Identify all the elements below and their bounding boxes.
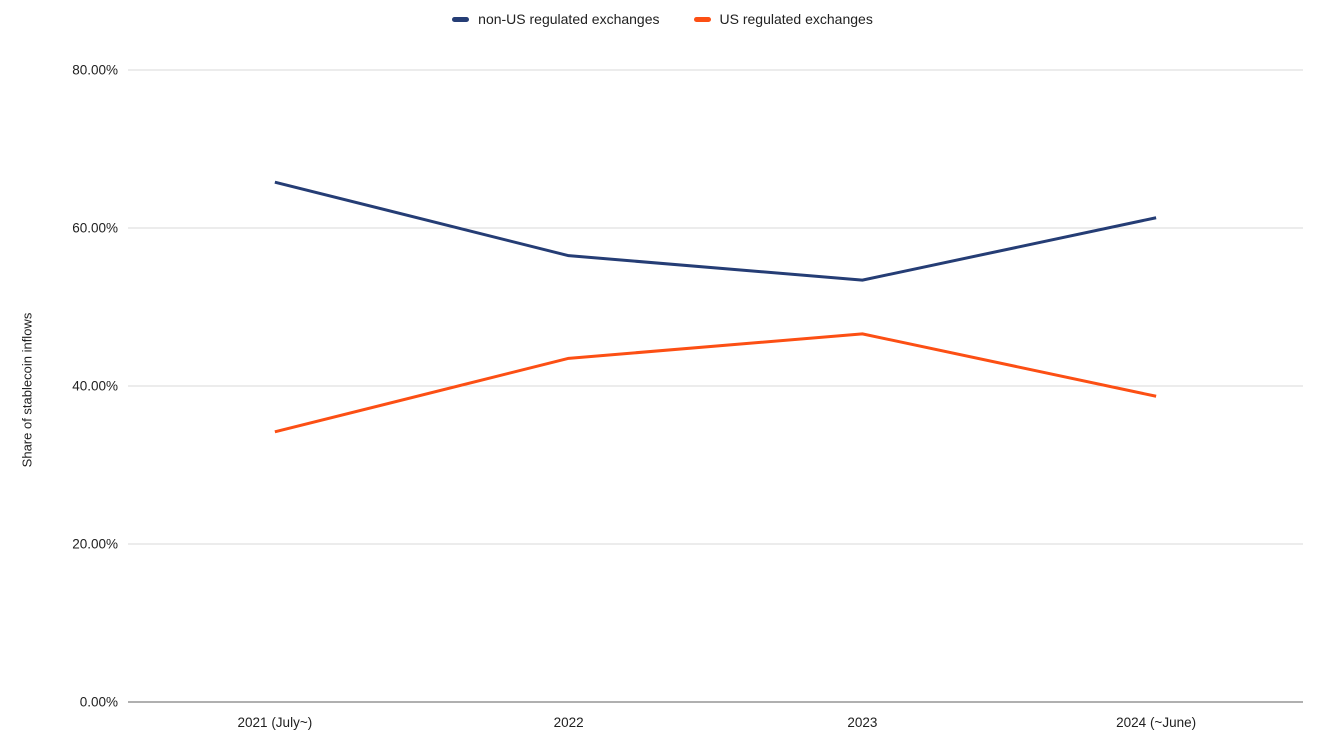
legend-item-us-exchanges[interactable]: US regulated exchanges bbox=[693, 8, 873, 30]
legend-label-us: US regulated exchanges bbox=[719, 11, 873, 27]
x-tick-label: 2022 bbox=[554, 715, 584, 730]
legend-swatch-non-us-icon bbox=[452, 16, 470, 22]
legend-item-non-us-exchanges[interactable]: non-US regulated exchanges bbox=[452, 8, 660, 30]
legend-swatch-us-icon bbox=[693, 16, 711, 22]
x-tick-label: 2021 (July~) bbox=[238, 715, 313, 730]
y-tick-label: 80.00% bbox=[72, 63, 118, 78]
chart-legend: non-US regulated exchanges US regulated … bbox=[0, 8, 1325, 30]
y-tick-label: 0.00% bbox=[80, 695, 118, 710]
y-tick-label: 40.00% bbox=[72, 379, 118, 394]
x-tick-label: 2023 bbox=[847, 715, 877, 730]
series-line-non-us bbox=[274, 180, 1157, 282]
series-line-us bbox=[274, 332, 1157, 434]
y-tick-label: 60.00% bbox=[72, 221, 118, 236]
legend-label-non-us: non-US regulated exchanges bbox=[478, 11, 660, 27]
y-tick-label: 20.00% bbox=[72, 537, 118, 552]
x-tick-label: 2024 (~June) bbox=[1116, 715, 1196, 730]
